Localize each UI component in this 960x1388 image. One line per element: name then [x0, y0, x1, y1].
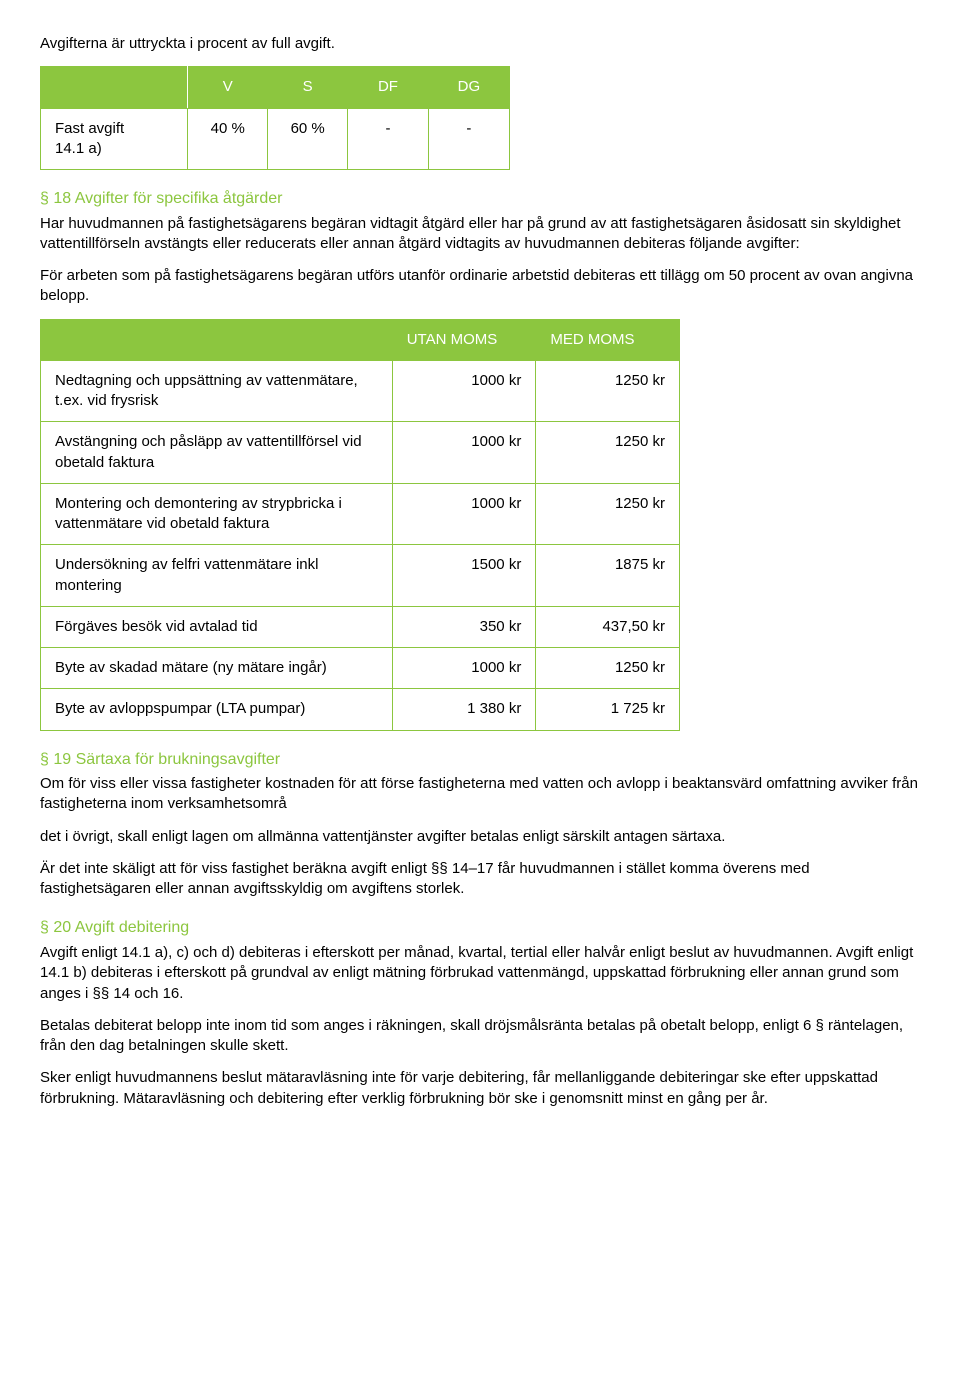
- fee-med: 1250 kr: [536, 483, 680, 545]
- cell-v: 40 %: [188, 108, 268, 170]
- section-18-title: § 18 Avgifter för specifika åtgärder: [40, 188, 920, 210]
- th-v: V: [188, 67, 268, 108]
- section-19-p3: Är det inte skäligt att för viss fastigh…: [40, 859, 920, 900]
- section-20-title: § 20 Avgift debitering: [40, 917, 920, 939]
- section-18-p2: För arbeten som på fastighetsägarens beg…: [40, 266, 920, 307]
- cell-s: 60 %: [268, 108, 348, 170]
- fee-utan: 1000 kr: [392, 483, 536, 545]
- fee-label: Avstängning och påsläpp av vattentillför…: [41, 422, 393, 484]
- fee-utan: 350 kr: [392, 606, 536, 647]
- th-blank: [41, 67, 188, 108]
- fee-med: 1 725 kr: [536, 689, 680, 730]
- section-20-p3: Sker enligt huvudmannens beslut mätaravl…: [40, 1068, 920, 1109]
- fee-table: UTAN MOMS MED MOMS Nedtagning och uppsät…: [40, 319, 680, 731]
- fee-th-med: MED MOMS: [536, 319, 680, 360]
- fee-utan: 1000 kr: [392, 422, 536, 484]
- th-s: S: [268, 67, 348, 108]
- percent-table: V S DF DG Fast avgift 14.1 a) 40 % 60 % …: [40, 66, 510, 170]
- cell-dg: -: [428, 108, 509, 170]
- fee-row: Montering och demontering av strypbricka…: [41, 483, 680, 545]
- fee-label: Nedtagning och uppsättning av vattenmäta…: [41, 360, 393, 422]
- section-19-p2: det i övrigt, skall enligt lagen om allm…: [40, 827, 920, 847]
- fee-row: Förgäves besök vid avtalad tid350 kr437,…: [41, 606, 680, 647]
- fee-med: 1250 kr: [536, 422, 680, 484]
- fee-label: Undersökning av felfri vattenmätare inkl…: [41, 545, 393, 607]
- fee-label: Förgäves besök vid avtalad tid: [41, 606, 393, 647]
- fee-th-blank: [41, 319, 393, 360]
- fast-avgift-label: Fast avgift: [55, 120, 124, 137]
- fee-label: Byte av skadad mätare (ny mätare ingår): [41, 648, 393, 689]
- fee-row: Byte av avloppspumpar (LTA pumpar)1 380 …: [41, 689, 680, 730]
- intro-text: Avgifterna är uttryckta i procent av ful…: [40, 34, 920, 54]
- fee-utan: 1000 kr: [392, 360, 536, 422]
- fee-med: 1875 kr: [536, 545, 680, 607]
- fee-row: Undersökning av felfri vattenmätare inkl…: [41, 545, 680, 607]
- fee-th-utan: UTAN MOMS: [392, 319, 536, 360]
- fee-utan: 1000 kr: [392, 648, 536, 689]
- section-20-p2: Betalas debiterat belopp inte inom tid s…: [40, 1016, 920, 1057]
- row-label: Fast avgift 14.1 a): [41, 108, 188, 170]
- cell-df: -: [348, 108, 429, 170]
- section-18-p1: Har huvudmannen på fastighetsägarens beg…: [40, 214, 920, 255]
- th-df: DF: [348, 67, 429, 108]
- fee-med: 1250 kr: [536, 360, 680, 422]
- fast-avgift-sub: 14.1 a): [55, 140, 102, 157]
- fee-utan: 1500 kr: [392, 545, 536, 607]
- section-20-p1: Avgift enligt 14.1 a), c) och d) debiter…: [40, 943, 920, 1004]
- th-dg: DG: [428, 67, 509, 108]
- fee-row: Nedtagning och uppsättning av vattenmäta…: [41, 360, 680, 422]
- section-19-p1: Om för viss eller vissa fastigheter kost…: [40, 774, 920, 815]
- fee-label: Montering och demontering av strypbricka…: [41, 483, 393, 545]
- fee-med: 437,50 kr: [536, 606, 680, 647]
- fee-utan: 1 380 kr: [392, 689, 536, 730]
- fee-med: 1250 kr: [536, 648, 680, 689]
- fee-label: Byte av avloppspumpar (LTA pumpar): [41, 689, 393, 730]
- fee-row: Byte av skadad mätare (ny mätare ingår)1…: [41, 648, 680, 689]
- fee-row: Avstängning och påsläpp av vattentillför…: [41, 422, 680, 484]
- section-19-title: § 19 Särtaxa för brukningsavgifter: [40, 749, 920, 771]
